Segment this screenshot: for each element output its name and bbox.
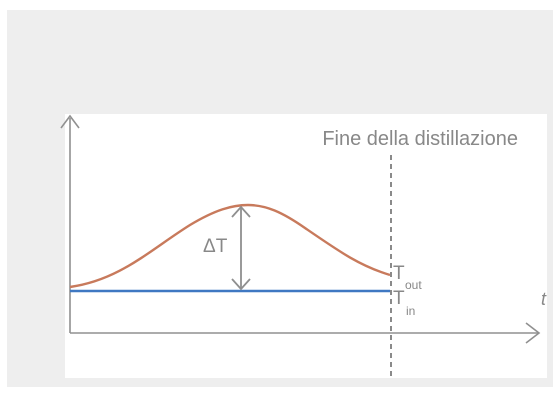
t-in-label: T in <box>393 288 415 318</box>
delta-t-arrow-bottom-icon <box>231 278 251 291</box>
plot-panel <box>65 114 547 378</box>
t-out-base: T <box>393 263 405 284</box>
t-out-subscript: out <box>405 278 422 292</box>
t-in-base: T <box>393 288 405 309</box>
t-in-subscript: in <box>406 304 415 318</box>
x-axis-label: t <box>541 289 547 309</box>
end-of-distillation-label: Fine della distillazione <box>322 128 518 150</box>
outlet-temperature-curve <box>69 203 391 289</box>
y-axis-arrow-icon <box>60 114 80 129</box>
x-axis-arrow-icon <box>525 322 541 344</box>
delta-t-label: ΔT <box>203 236 228 257</box>
t-out-label: T out <box>393 263 422 292</box>
delta-t-arrow-top-icon <box>231 205 251 218</box>
